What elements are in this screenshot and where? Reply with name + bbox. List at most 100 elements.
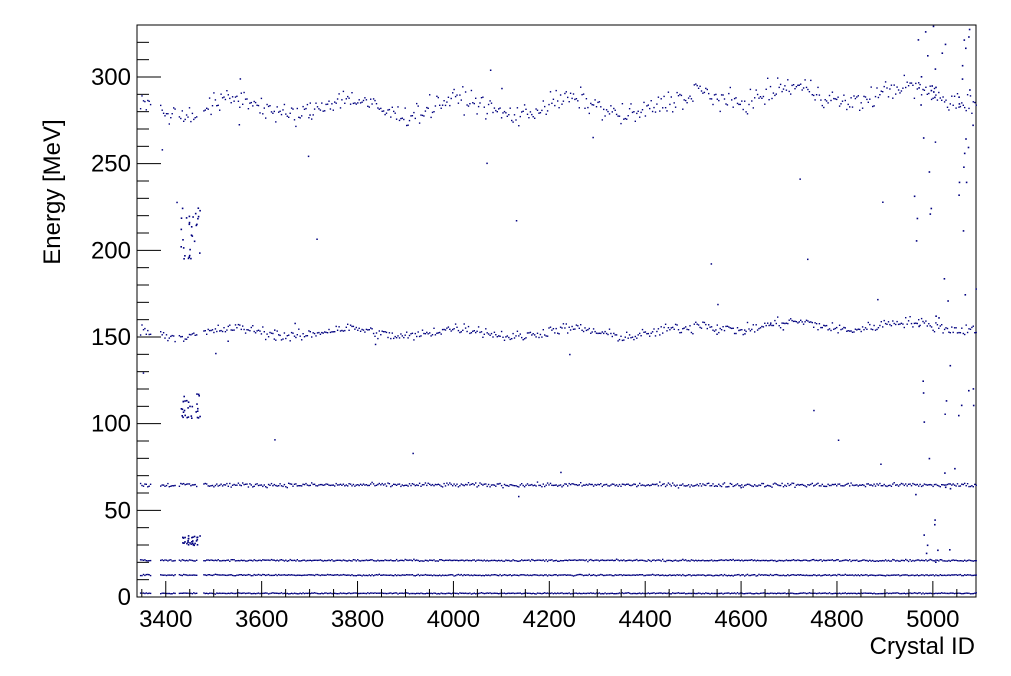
data-point — [633, 111, 635, 113]
data-point — [938, 91, 940, 94]
data-point — [194, 334, 196, 336]
data-point — [242, 574, 244, 576]
data-point — [843, 485, 845, 487]
data-point — [466, 559, 468, 561]
data-point — [431, 592, 434, 595]
data-point — [601, 592, 603, 595]
data-point — [454, 574, 457, 577]
data-point — [975, 331, 977, 334]
data-point — [538, 484, 540, 487]
data-point — [315, 335, 317, 337]
data-point — [762, 482, 765, 485]
data-point — [601, 574, 603, 576]
data-point — [705, 323, 707, 326]
data-point — [482, 560, 484, 562]
data-point — [847, 574, 849, 576]
data-point — [590, 483, 592, 486]
data-point — [943, 560, 946, 562]
data-point — [446, 559, 448, 561]
data-point — [696, 560, 698, 562]
data-point — [181, 592, 183, 594]
data-point — [262, 485, 264, 488]
data-point — [784, 484, 786, 486]
data-point — [627, 574, 629, 576]
data-point — [751, 328, 753, 331]
data-point — [234, 592, 237, 595]
outlier-point — [183, 542, 185, 544]
data-point — [945, 592, 947, 595]
data-point — [792, 320, 795, 323]
data-point — [731, 483, 733, 485]
data-point — [779, 574, 782, 577]
data-point — [683, 99, 685, 101]
data-point — [790, 93, 792, 95]
data-point — [899, 593, 901, 595]
data-point — [649, 574, 651, 576]
data-point — [361, 575, 363, 577]
stray-point — [239, 78, 242, 80]
data-point — [919, 560, 921, 562]
data-point — [338, 326, 340, 328]
data-point — [397, 483, 399, 485]
data-point — [725, 325, 727, 328]
data-point — [492, 574, 494, 576]
data-point — [580, 559, 582, 561]
data-point — [595, 332, 598, 334]
data-point — [680, 559, 683, 562]
data-point — [728, 592, 730, 594]
data-point — [828, 592, 831, 594]
data-point — [604, 483, 606, 486]
data-point — [214, 573, 217, 575]
data-point — [362, 592, 365, 594]
data-point — [519, 560, 521, 562]
data-point — [528, 559, 530, 561]
data-point — [395, 558, 398, 561]
data-point — [903, 574, 905, 576]
data-point — [391, 560, 393, 562]
data-point — [795, 593, 798, 595]
data-point — [692, 100, 694, 102]
data-point — [381, 330, 383, 332]
data-point — [669, 574, 671, 576]
data-point — [744, 575, 746, 577]
data-point — [495, 592, 497, 594]
data-point — [584, 484, 586, 486]
outlier-point — [185, 217, 188, 219]
data-point — [180, 482, 182, 485]
data-point — [508, 574, 510, 576]
data-point — [656, 592, 658, 594]
data-point — [787, 559, 789, 562]
data-point — [613, 332, 615, 335]
data-point — [853, 574, 855, 577]
data-point — [660, 326, 662, 328]
data-point — [764, 103, 766, 105]
data-point — [866, 559, 868, 562]
data-point — [752, 559, 754, 562]
data-point — [483, 483, 485, 485]
data-point — [662, 558, 664, 561]
data-point — [869, 98, 871, 100]
data-point — [899, 560, 901, 562]
data-point — [367, 559, 369, 562]
data-point — [791, 319, 793, 322]
data-point — [518, 125, 520, 127]
data-point — [732, 592, 734, 595]
data-point — [962, 560, 964, 562]
data-point — [587, 484, 589, 486]
data-point — [453, 328, 455, 330]
data-point — [902, 87, 904, 89]
data-point — [378, 108, 380, 110]
data-point — [273, 574, 275, 576]
data-point — [181, 574, 183, 577]
data-point — [607, 559, 609, 561]
data-point — [966, 559, 969, 562]
data-point — [746, 113, 749, 115]
data-point — [493, 107, 496, 109]
data-point — [644, 560, 647, 562]
data-point — [339, 107, 342, 109]
data-point — [778, 325, 780, 327]
data-point — [910, 560, 913, 562]
data-point — [513, 337, 516, 339]
data-point — [161, 484, 163, 486]
data-point — [735, 97, 737, 99]
